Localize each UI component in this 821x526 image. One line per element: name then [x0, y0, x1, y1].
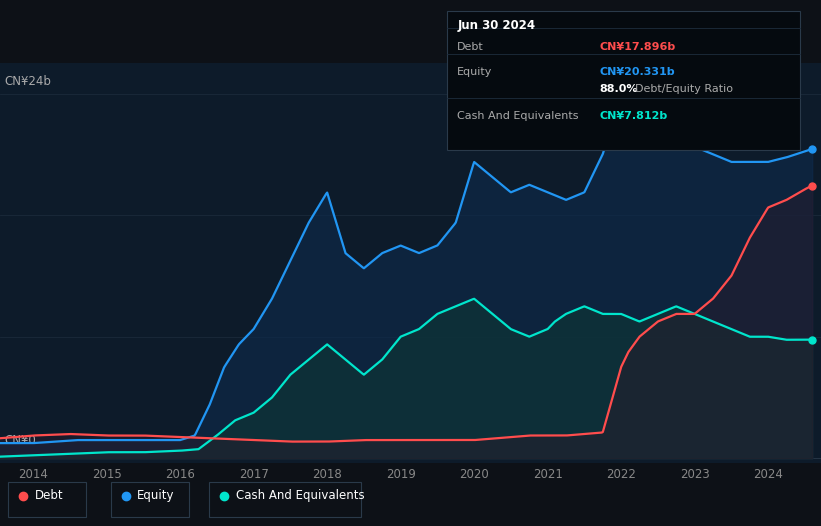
Text: Equity: Equity [457, 67, 493, 77]
Text: Equity: Equity [137, 489, 175, 502]
Text: CN¥0: CN¥0 [4, 434, 36, 447]
Text: Debt/Equity Ratio: Debt/Equity Ratio [635, 84, 733, 94]
Text: Cash And Equivalents: Cash And Equivalents [457, 112, 579, 122]
Text: Cash And Equivalents: Cash And Equivalents [236, 489, 365, 502]
Text: Jun 30 2024: Jun 30 2024 [457, 19, 535, 32]
Text: CN¥20.331b: CN¥20.331b [599, 67, 675, 77]
Text: 88.0%: 88.0% [599, 84, 638, 94]
Text: Debt: Debt [34, 489, 63, 502]
Text: CN¥17.896b: CN¥17.896b [599, 42, 676, 52]
Text: CN¥24b: CN¥24b [4, 75, 51, 88]
Text: CN¥7.812b: CN¥7.812b [599, 112, 667, 122]
Text: Debt: Debt [457, 42, 484, 52]
